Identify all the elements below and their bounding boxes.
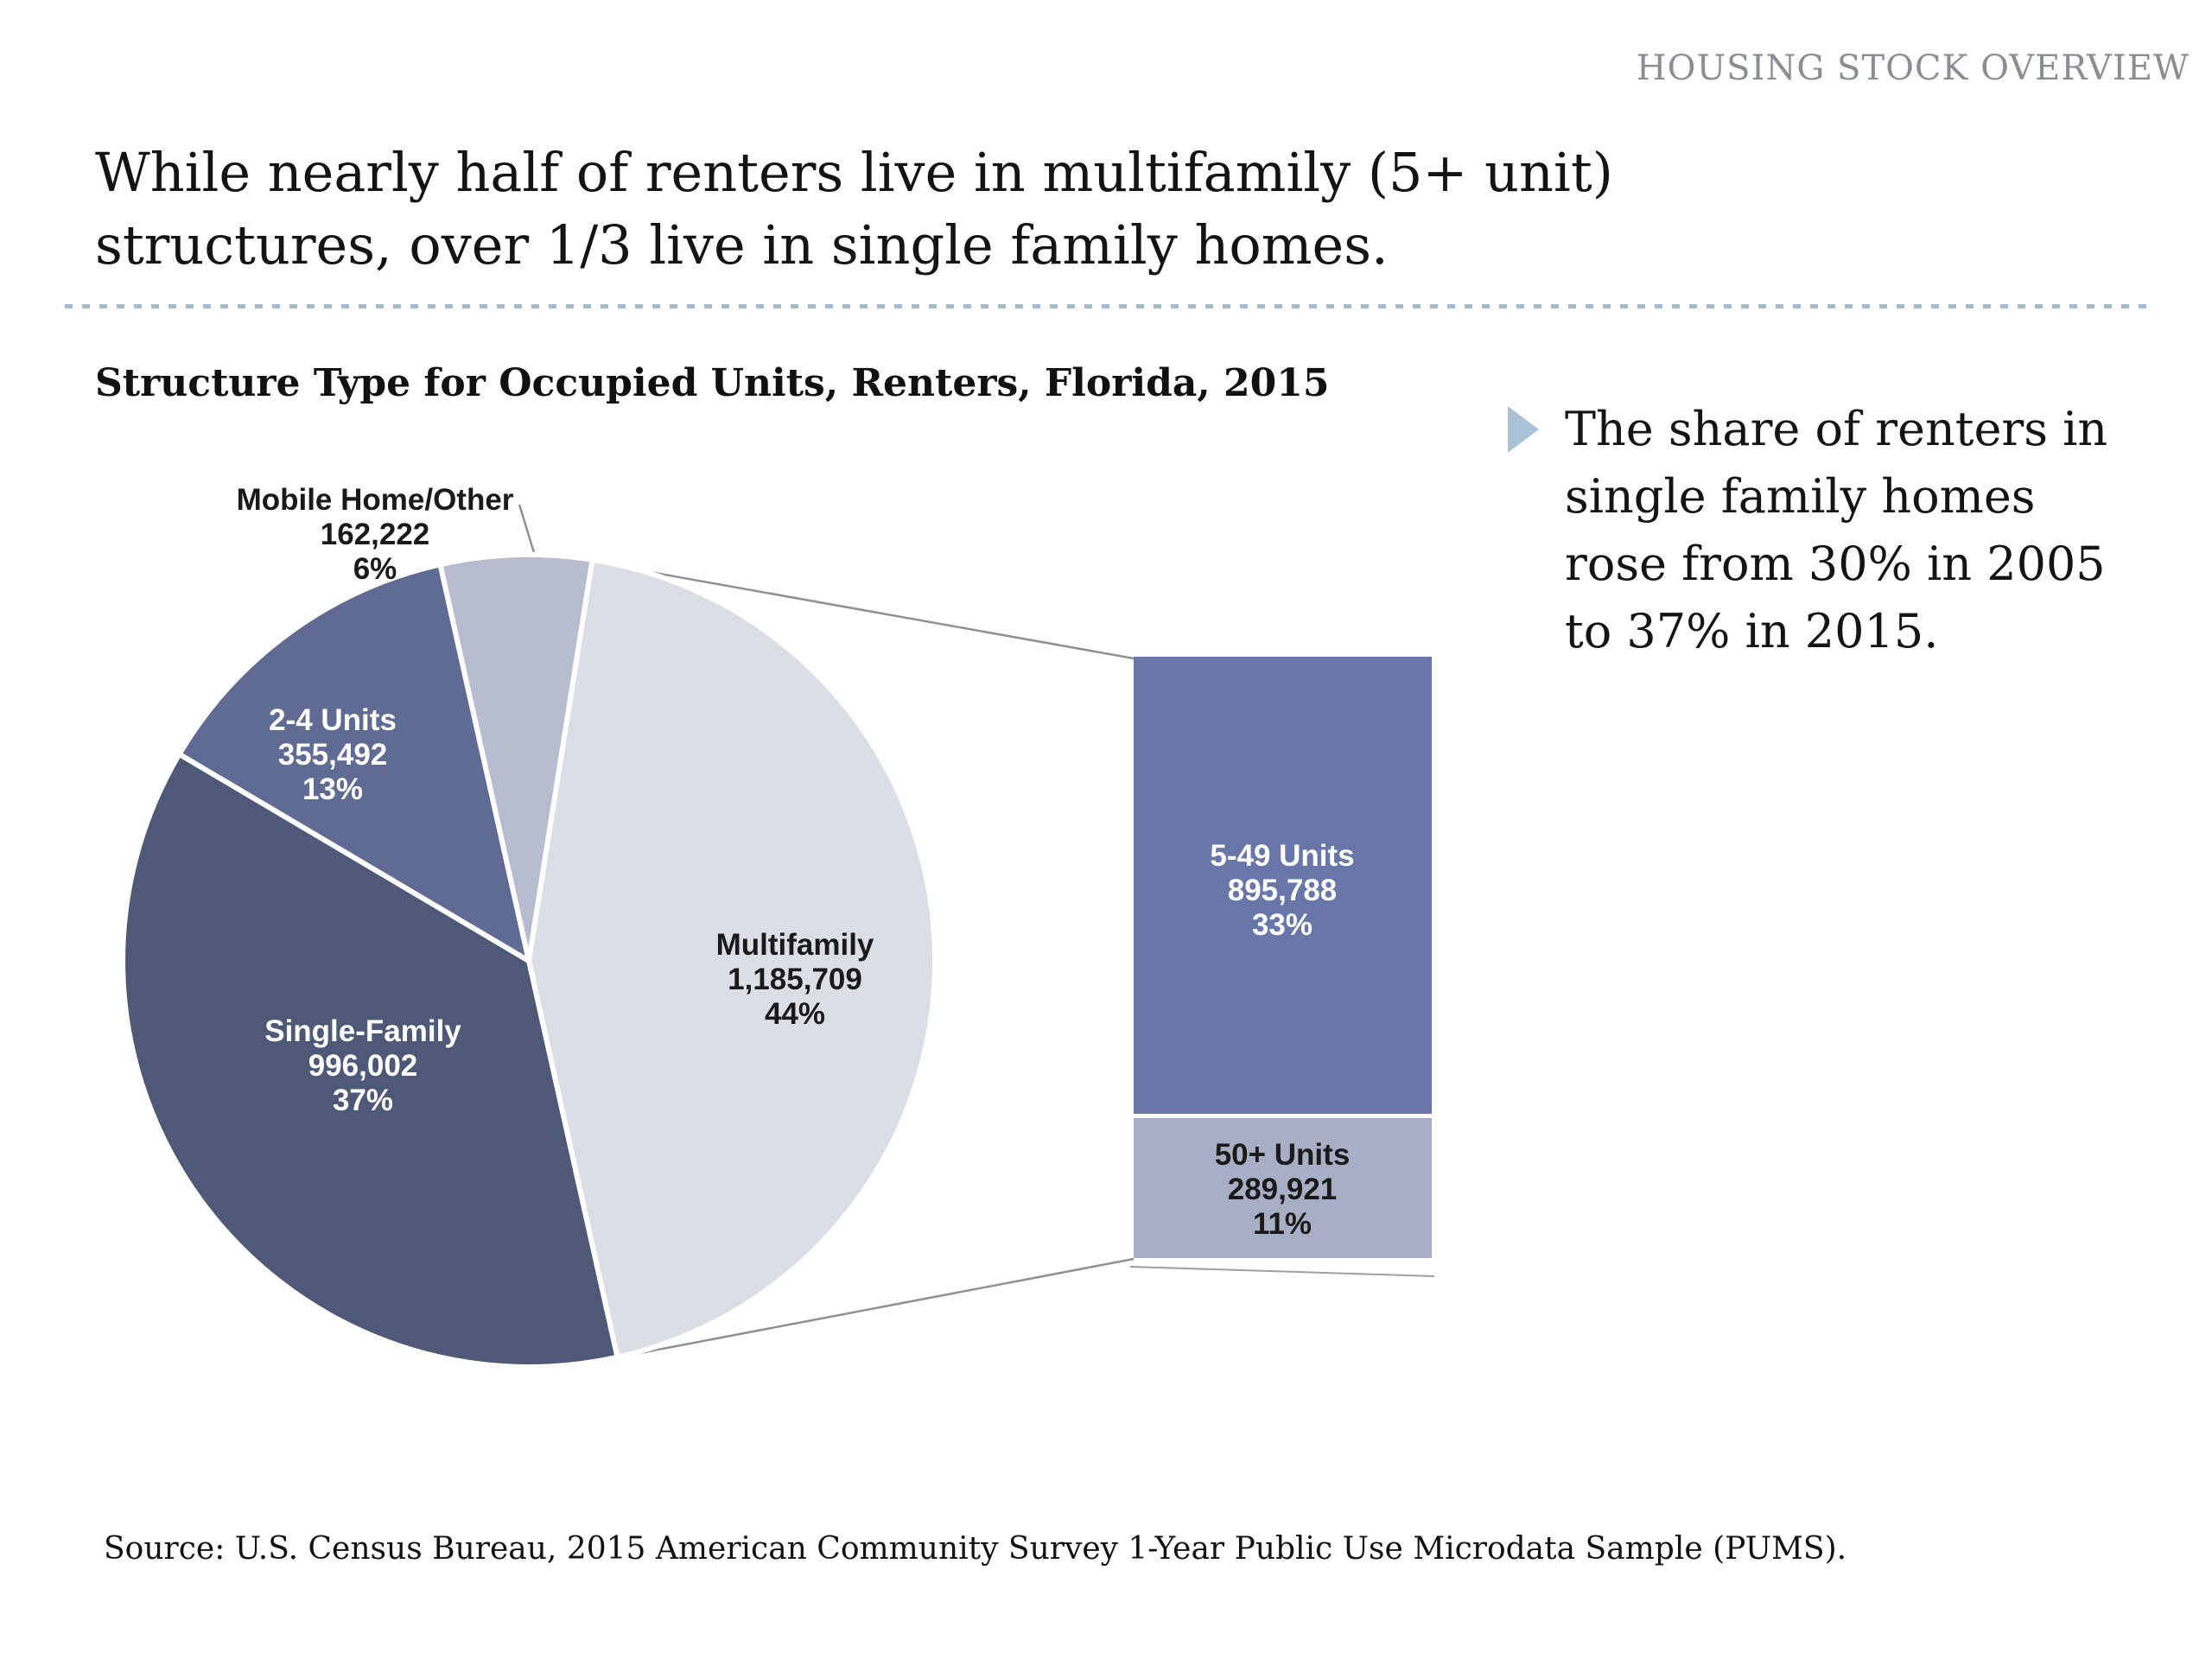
bar-segment-5-49-units <box>1134 657 1432 1114</box>
page-title: While nearly half of renters live in mul… <box>95 137 1910 282</box>
label-50plus-units-pct: 11% <box>1253 1207 1312 1241</box>
slide-header: HOUSING STOCK OVERVIEW <box>1636 48 2190 88</box>
label-5-49-units: 5-49 Units 895,788 33% <box>1210 839 1354 942</box>
dashed-divider <box>65 304 2152 308</box>
key-takeaway: The share of renters in single family ho… <box>1508 396 2164 665</box>
label-5-49-units-value: 895,788 <box>1228 874 1338 907</box>
bullet-text: The share of renters in single family ho… <box>1565 402 2108 658</box>
triangle-right-icon <box>1508 406 1539 453</box>
pie-slice-single-family <box>120 751 620 1370</box>
bar-segment-50plus-units <box>1134 1118 1432 1258</box>
label-mobile-home-name: Mobile Home/Other <box>237 483 514 517</box>
label-mobile-home: Mobile Home/Other 162,222 6% <box>237 483 514 586</box>
label-mobile-home-pct: 6% <box>353 552 397 586</box>
pie-slice-mobile-home <box>437 552 595 963</box>
connector-line-top <box>591 560 1135 660</box>
pie-slice-2-4-units <box>176 562 531 963</box>
label-mobile-home-value: 162,222 <box>321 518 430 551</box>
label-2-4-units: 2-4 Units 355,492 13% <box>269 703 397 806</box>
bar-shadow-line <box>1129 1266 1435 1277</box>
label-2-4-units-value: 355,492 <box>278 738 388 772</box>
mobile-home-leader-line <box>518 504 537 559</box>
label-5-49-units-name: 5-49 Units <box>1210 839 1354 873</box>
label-multifamily-value: 1,185,709 <box>728 963 862 996</box>
title-line-2: structures, over 1/3 live in single fami… <box>95 213 1389 276</box>
source-note: Source: U.S. Census Bureau, 2015 America… <box>104 1531 1847 1567</box>
label-single-family-pct: 37% <box>333 1084 393 1117</box>
label-multifamily-name: Multifamily <box>716 928 874 962</box>
label-single-family: Single-Family 996,002 37% <box>264 1014 461 1117</box>
label-single-family-name: Single-Family <box>264 1014 461 1048</box>
label-5-49-units-pct: 33% <box>1252 908 1313 942</box>
pie-slice-multifamily <box>526 556 938 1360</box>
label-50plus-units-name: 50+ Units <box>1215 1138 1351 1172</box>
label-50plus-units-value: 289,921 <box>1228 1173 1338 1206</box>
label-2-4-units-name: 2-4 Units <box>269 703 397 737</box>
label-single-family-value: 996,002 <box>308 1049 418 1083</box>
label-multifamily-pct: 44% <box>765 997 825 1031</box>
title-line-1: While nearly half of renters live in mul… <box>95 141 1613 204</box>
label-2-4-units-pct: 13% <box>302 772 363 806</box>
label-multifamily: Multifamily 1,185,709 44% <box>716 928 874 1031</box>
connector-line-bottom <box>616 1257 1135 1359</box>
chart-title: Structure Type for Occupied Units, Rente… <box>95 361 1330 405</box>
label-50plus-units: 50+ Units 289,921 11% <box>1215 1138 1351 1241</box>
